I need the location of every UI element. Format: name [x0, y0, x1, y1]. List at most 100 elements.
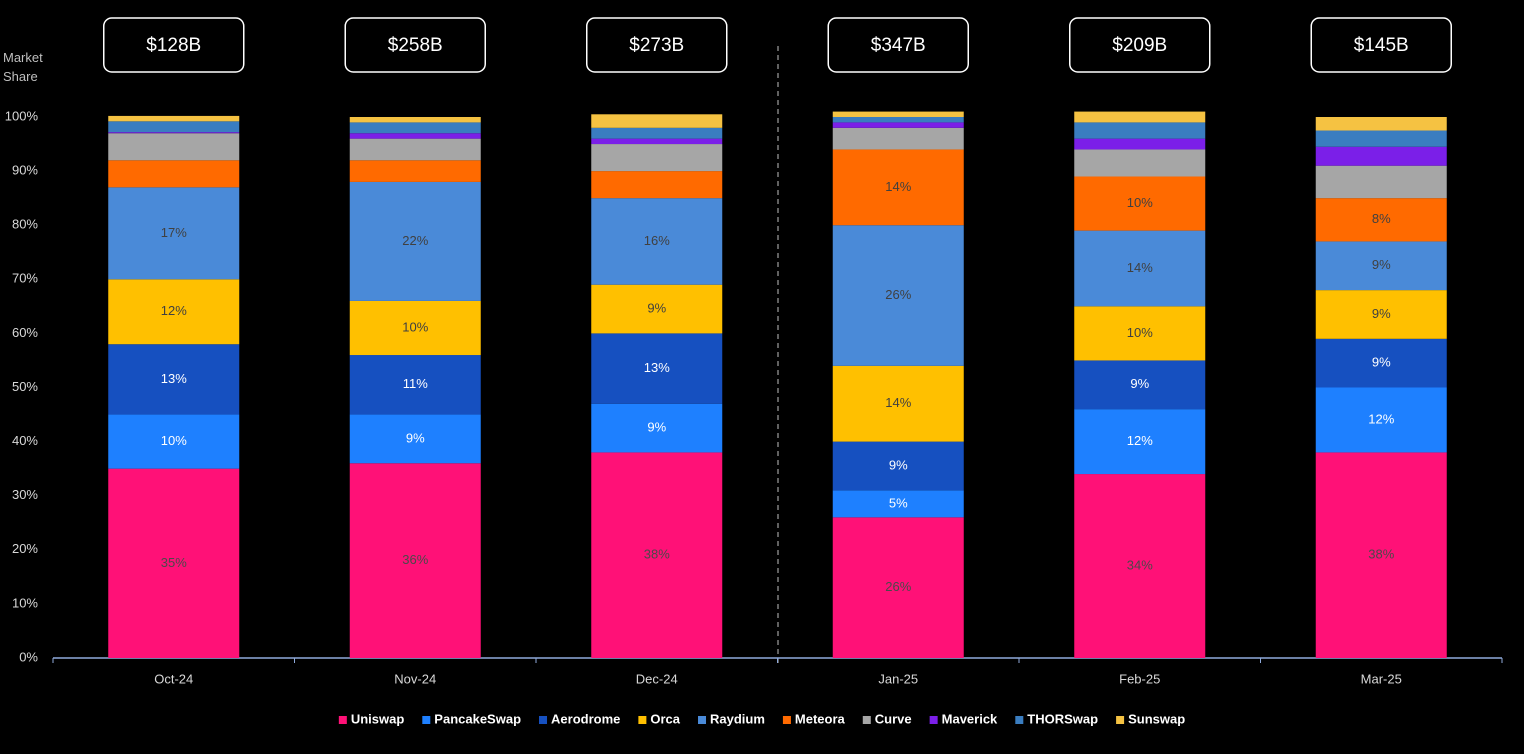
total-label: $209B	[1112, 35, 1167, 56]
bar-segment	[1315, 338, 1447, 388]
bar-segment	[1315, 198, 1447, 242]
bar-segment	[108, 468, 240, 658]
bar-segment	[591, 452, 723, 658]
bar-segment	[108, 132, 240, 134]
data-label: 22%	[402, 233, 428, 248]
bar-segment	[1074, 306, 1206, 361]
legend-swatch	[539, 716, 548, 724]
data-label: 9%	[1372, 257, 1391, 272]
data-label: 12%	[161, 303, 187, 318]
legend-swatch	[862, 716, 871, 724]
total-box	[1310, 17, 1452, 73]
data-label: 9%	[1372, 355, 1391, 370]
bar-segment	[591, 284, 723, 334]
bar-segment	[1315, 452, 1447, 658]
legend-label: Uniswap	[351, 711, 405, 726]
total-box	[586, 17, 728, 73]
bar-segment	[108, 414, 240, 469]
bar-segment	[1315, 146, 1447, 166]
legend-label: THORSwap	[1027, 711, 1098, 726]
bar-segment	[1315, 117, 1447, 131]
total-box	[344, 17, 486, 73]
data-label: 26%	[885, 579, 911, 594]
legend-swatch	[1116, 716, 1125, 724]
bar-segment	[591, 138, 723, 145]
bar-segment	[832, 149, 964, 226]
data-label: 10%	[161, 433, 187, 448]
bar-segment	[1315, 290, 1447, 339]
x-tick-label: Oct-24	[154, 671, 193, 686]
bar-segment	[1074, 230, 1206, 307]
y-tick-label: 20%	[12, 541, 38, 556]
data-label: 35%	[161, 555, 187, 570]
bar-segment	[591, 144, 723, 172]
bar-segment	[1315, 387, 1447, 453]
total-label: $258B	[388, 35, 443, 56]
data-label: 12%	[1127, 433, 1153, 448]
legend-label: Meteora	[795, 711, 846, 726]
legend-swatch	[782, 716, 791, 724]
bar-segment	[349, 160, 481, 182]
bar-segment	[349, 117, 481, 123]
bar-segment	[349, 181, 481, 301]
data-label: 14%	[885, 395, 911, 410]
x-tick-label: Nov-24	[394, 671, 436, 686]
total-box	[103, 17, 245, 73]
bar-segment	[591, 127, 723, 139]
total-box	[1069, 17, 1211, 73]
data-label: 9%	[406, 430, 425, 445]
data-label: 9%	[647, 300, 666, 315]
data-label: 26%	[885, 287, 911, 302]
data-label: 14%	[1127, 260, 1153, 275]
bar-segment	[832, 365, 964, 442]
bar-segment	[591, 403, 723, 453]
bar-segment	[1074, 409, 1206, 475]
bar-segment	[1074, 360, 1206, 410]
data-label: 16%	[644, 233, 670, 248]
bar-segment	[832, 111, 964, 117]
y-tick-label: 80%	[12, 217, 38, 232]
bar-segment	[108, 121, 240, 133]
y-tick-label: 60%	[12, 325, 38, 340]
y-tick-label: 0%	[19, 649, 38, 664]
legend-label: Aerodrome	[551, 711, 620, 726]
y-tick-label: 10%	[12, 595, 38, 610]
y-axis-label: Market Share	[3, 50, 43, 84]
bar-segment	[1074, 111, 1206, 123]
legend-swatch	[698, 716, 707, 724]
data-label: 13%	[644, 360, 670, 375]
data-label: 14%	[885, 179, 911, 194]
total-label: $128B	[146, 35, 201, 56]
data-label: 8%	[1372, 211, 1391, 226]
bar-segment	[1074, 176, 1206, 231]
x-tick-label: Jan-25	[878, 671, 918, 686]
data-label: 36%	[402, 552, 428, 567]
x-tick-label: Dec-24	[636, 671, 678, 686]
legend-swatch	[638, 716, 647, 724]
legend-swatch	[1015, 716, 1024, 724]
bar-segment	[349, 138, 481, 161]
y-tick-label: 30%	[12, 487, 38, 502]
bar-segment	[832, 517, 964, 658]
data-label: 9%	[1372, 306, 1391, 321]
data-label: 9%	[1130, 376, 1149, 391]
bar-segment	[1315, 165, 1447, 199]
legend-label: Orca	[650, 711, 680, 726]
bar-segment	[1074, 138, 1206, 150]
y-tick-label: 50%	[12, 379, 38, 394]
data-label: 10%	[1127, 195, 1153, 210]
legend-swatch	[338, 716, 347, 724]
bar-segment	[108, 187, 240, 280]
x-tick-label: Mar-25	[1361, 671, 1402, 686]
bar-segment	[349, 414, 481, 464]
data-label: 11%	[403, 376, 428, 391]
data-label: 38%	[1368, 547, 1394, 562]
bar-segment	[832, 441, 964, 491]
bar-segment	[108, 279, 240, 345]
bar-segment	[1074, 122, 1206, 139]
bar-segment	[349, 463, 481, 658]
data-label: 13%	[161, 371, 187, 386]
legend-swatch	[422, 716, 431, 724]
data-label: 38%	[644, 547, 670, 562]
